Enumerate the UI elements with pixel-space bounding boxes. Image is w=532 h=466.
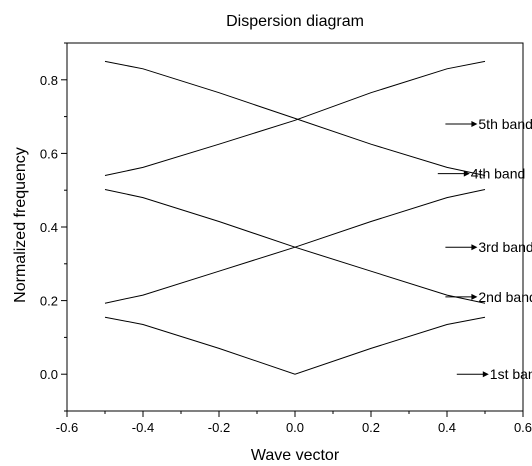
x-tick-label: 0.2 xyxy=(362,420,380,435)
x-tick-label: 0.6 xyxy=(514,420,532,435)
x-tick-label: 0.4 xyxy=(438,420,456,435)
y-tick-label: 0.8 xyxy=(40,73,58,88)
band-label: 4th band xyxy=(471,166,526,182)
x-axis-title: Wave vector xyxy=(251,447,340,464)
band-arrow-head xyxy=(471,293,478,300)
y-tick-label: 0.2 xyxy=(40,294,58,309)
band-arrow-head xyxy=(471,120,478,127)
y-axis-title: Normalized frequency xyxy=(12,147,29,303)
band-label: 3rd band xyxy=(478,239,532,255)
band-label: 5th band xyxy=(478,116,532,132)
x-tick-label: 0.0 xyxy=(286,420,304,435)
plot-frame xyxy=(66,42,524,412)
x-tick-label: -0.6 xyxy=(56,420,78,435)
y-tick-label: 0.4 xyxy=(40,220,58,235)
plot-area: -0.6 -0.4 -0.2 0.0 0.2 0.4 0.6 0.0 0.2 0.4 0.6 0.8 5… xyxy=(40,42,532,435)
series-line-5 xyxy=(104,60,486,176)
series-line-1 xyxy=(104,316,486,375)
x-tick-label: -0.4 xyxy=(132,420,154,435)
series-line-2 xyxy=(104,189,486,304)
band-label: 1st band xyxy=(490,366,532,382)
x-tick-label: -0.2 xyxy=(208,420,230,435)
band-arrow-head xyxy=(471,244,478,251)
band-arrow-head xyxy=(482,371,489,378)
chart-title: Dispersion diagram xyxy=(226,13,364,30)
series-line-3 xyxy=(104,189,486,304)
y-tick-label: 0.0 xyxy=(40,367,58,382)
band-label: 2nd band xyxy=(478,289,532,305)
band-arrow-head xyxy=(463,170,470,177)
series-line-4 xyxy=(104,60,486,176)
y-tick-label: 0.6 xyxy=(40,146,58,161)
